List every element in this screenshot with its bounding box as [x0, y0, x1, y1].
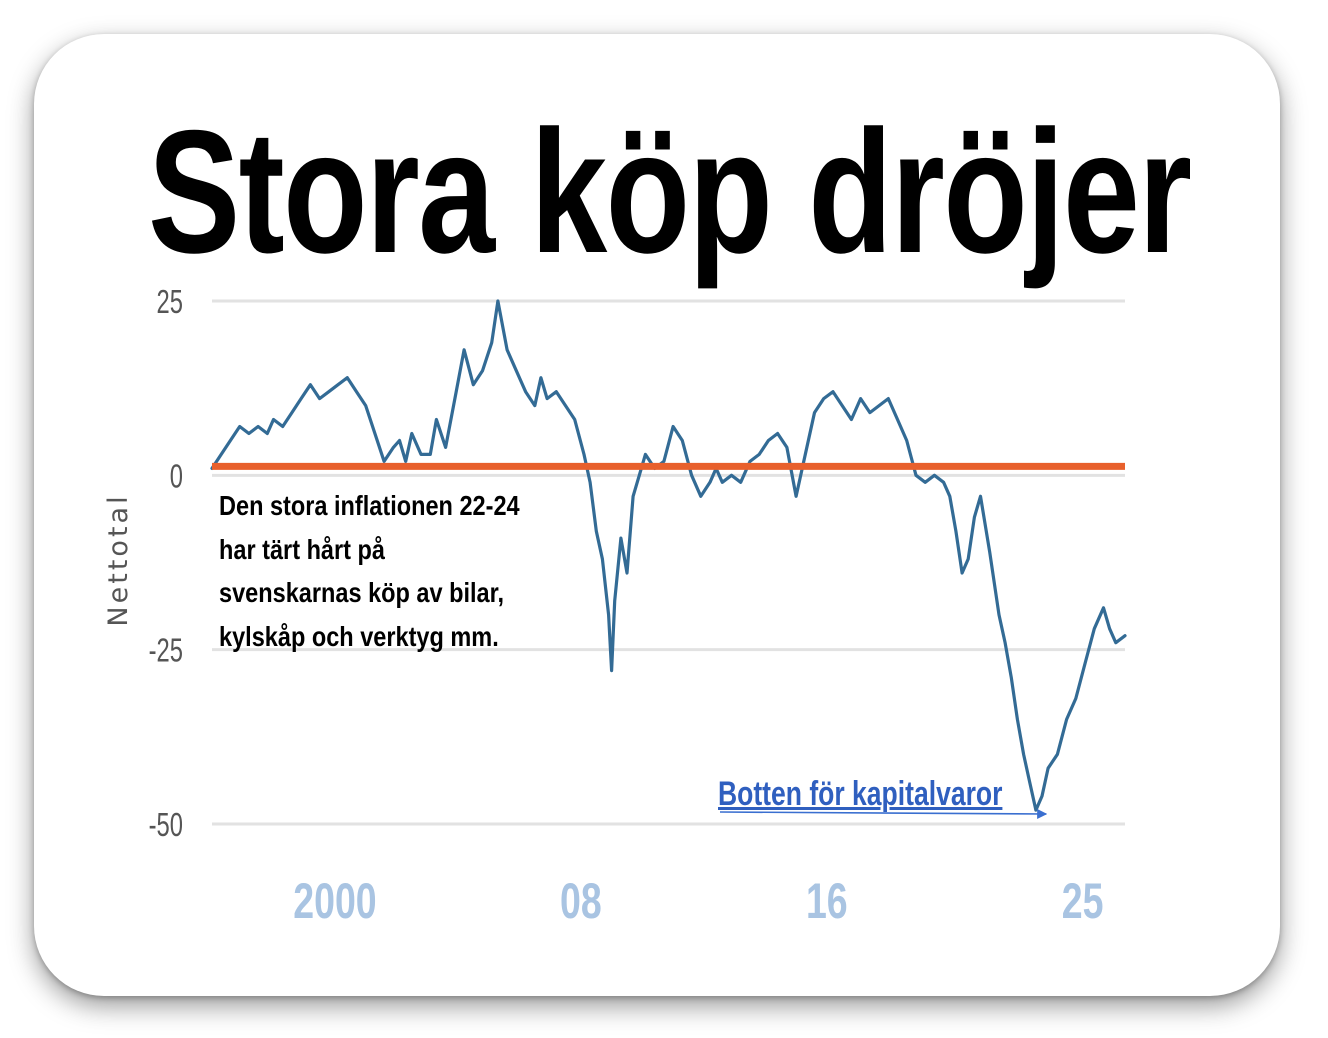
chart-card: [34, 34, 1280, 996]
x-axis-ticks: 2000 08 16 25: [293, 874, 1103, 929]
x-tick-label: 16: [806, 874, 848, 929]
x-tick-label: 2000: [293, 874, 376, 929]
y-axis-ticks: 25 0 -25 -50: [149, 284, 183, 844]
bottom-annotation-label: Botten för kapitalvaror: [718, 775, 1003, 813]
y-tick-label: 0: [170, 459, 183, 496]
inflation-note: Den stora inflationen 22-24 har tärt hår…: [219, 490, 520, 652]
bottom-arrow: [719, 808, 1048, 819]
gridlines: [212, 299, 1125, 826]
y-tick-label: 25: [157, 284, 183, 321]
y-tick-label: -50: [149, 807, 183, 844]
y-tick-label: -25: [149, 633, 183, 670]
y-axis-label: Nettotal: [103, 493, 134, 626]
series-line: [210, 299, 1127, 812]
x-tick-label: 25: [1062, 874, 1104, 929]
x-tick-label: 08: [560, 874, 602, 929]
